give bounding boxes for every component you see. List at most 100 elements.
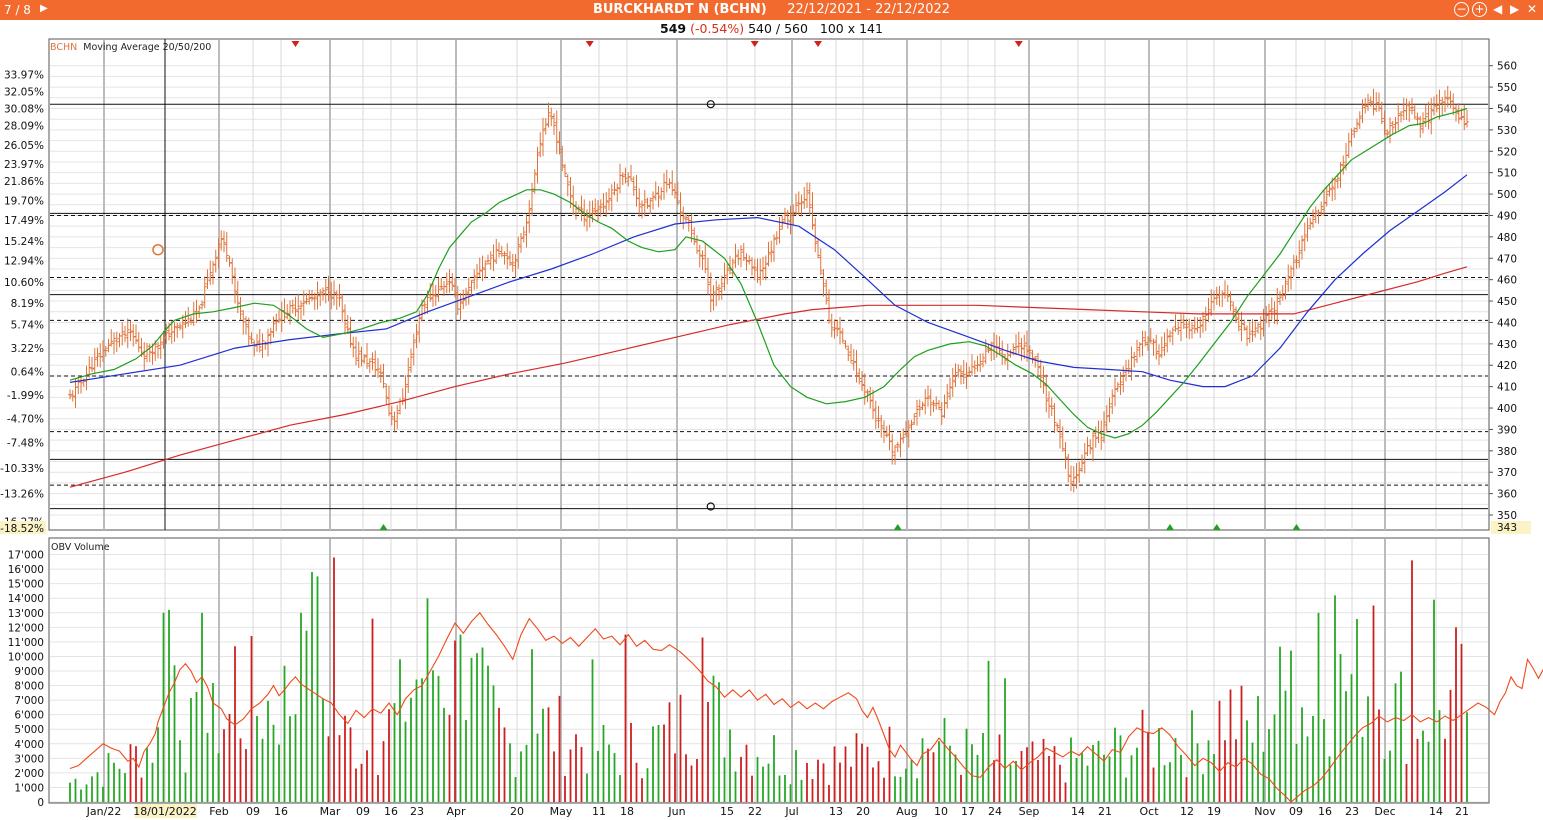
price-bar xyxy=(931,400,936,413)
volume-bar xyxy=(492,685,495,802)
price-bar xyxy=(1129,346,1134,381)
volume-bar xyxy=(756,757,759,802)
price-bar xyxy=(1159,336,1164,359)
price-bar xyxy=(846,345,851,362)
date-tick-label: 14 xyxy=(1429,805,1443,818)
zoom-in-icon[interactable]: + xyxy=(1472,2,1487,17)
price-bar xyxy=(510,253,515,272)
volume-bar xyxy=(1114,727,1116,802)
price-bar xyxy=(1379,101,1384,125)
price-bar xyxy=(1421,112,1425,134)
previous-arrow-icon[interactable]: ◀ xyxy=(1493,2,1503,16)
volume-bar xyxy=(1042,738,1045,802)
price-bar xyxy=(150,343,155,365)
anchor-circle[interactable] xyxy=(706,100,715,109)
volume-bar xyxy=(393,703,396,802)
anchor-circle[interactable] xyxy=(706,502,715,511)
price-bar xyxy=(1201,311,1205,333)
price-bar xyxy=(516,236,521,269)
price-bar xyxy=(1162,332,1167,356)
price-bar xyxy=(733,243,738,268)
price-bar xyxy=(1316,209,1321,224)
buy-signal-marker[interactable] xyxy=(1166,524,1174,530)
price-bar xyxy=(271,316,276,338)
close-icon[interactable]: ✕ xyxy=(1527,2,1538,16)
current-low-label: 343 xyxy=(1497,522,1517,534)
price-bar xyxy=(1443,90,1447,113)
price-bar xyxy=(106,338,111,353)
ma200-line xyxy=(69,266,1468,488)
price-bar xyxy=(893,444,897,465)
volume-bar xyxy=(256,715,258,802)
price-bar xyxy=(1275,287,1280,325)
buy-signal-marker[interactable] xyxy=(1292,524,1301,530)
sell-signal-marker[interactable] xyxy=(585,41,594,47)
price-bar xyxy=(373,350,378,376)
price-bar xyxy=(1286,264,1291,292)
zoom-out-icon[interactable]: − xyxy=(1454,2,1469,17)
price-bar xyxy=(1025,330,1029,362)
price-bar xyxy=(684,214,688,223)
buy-signal-marker[interactable] xyxy=(1212,524,1221,530)
percent-tick-label: 30.08% xyxy=(4,103,44,115)
volume-bar xyxy=(1284,690,1287,802)
sell-signal-marker[interactable] xyxy=(750,41,759,47)
price-bar xyxy=(1388,117,1392,144)
volume-bar xyxy=(745,744,748,802)
price-bar xyxy=(615,183,620,202)
next-arrow-icon[interactable]: ▶ xyxy=(1510,2,1520,16)
volume-bar xyxy=(421,678,423,802)
volume-bar xyxy=(1125,777,1127,802)
volume-bar xyxy=(993,760,995,802)
price-bar xyxy=(521,226,526,243)
date-tick-label: Aug xyxy=(896,805,917,818)
price-bar xyxy=(917,399,922,417)
price-bar xyxy=(1399,111,1403,123)
price-bar xyxy=(384,383,389,405)
volume-bar xyxy=(338,735,341,802)
price-bar xyxy=(142,342,147,371)
price-bar xyxy=(466,277,471,305)
price-bar xyxy=(538,132,543,158)
volume-bar xyxy=(437,675,440,802)
volume-bar xyxy=(113,762,115,802)
price-bar xyxy=(1239,311,1244,342)
volume-bar xyxy=(239,738,242,802)
next-chart-arrow-icon[interactable]: ▶ xyxy=(40,3,48,14)
buy-signal-marker[interactable] xyxy=(893,524,902,530)
sell-signal-marker[interactable] xyxy=(1014,41,1023,47)
price-bar xyxy=(711,285,716,311)
buy-signal-marker[interactable] xyxy=(379,524,388,530)
volume-bar xyxy=(1015,760,1017,802)
price-bar xyxy=(1269,297,1274,320)
price-bar xyxy=(920,401,925,411)
sell-signal-marker[interactable] xyxy=(814,41,822,47)
volume-bar xyxy=(124,773,126,802)
volume-tick-label: 5'000 xyxy=(14,724,44,736)
price-bar xyxy=(1404,98,1409,121)
price-bar xyxy=(409,348,413,373)
price-bar xyxy=(1324,187,1329,207)
price-bar xyxy=(299,300,303,321)
price-bar xyxy=(241,309,246,335)
price-tick-label: 360 xyxy=(1497,489,1517,501)
volume-bar xyxy=(976,754,979,802)
price-bar xyxy=(1000,340,1005,365)
price-panel[interactable]: 33.97% 32.05% 30.08% 28.09% 26.05% 23.97% 21.8… xyxy=(0,38,1531,535)
price-bar xyxy=(1110,389,1115,415)
price-bar xyxy=(1338,162,1343,188)
volume-panel[interactable]: 17'000 16'000 15'000 14'000 13'000 12'000 11'0… xyxy=(8,537,1543,809)
chart-area[interactable]: 33.97% 32.05% 30.08% 28.09% 26.05% 23.97% 21.8… xyxy=(0,38,1543,818)
volume-bar xyxy=(1108,756,1111,802)
percent-tick-label: 26.05% xyxy=(4,140,44,152)
price-bar xyxy=(136,332,141,353)
date-tick-label: 17 xyxy=(961,805,975,818)
percent-tick-label: 10.60% xyxy=(4,277,44,289)
cursor-circle[interactable] xyxy=(152,243,164,256)
price-bar xyxy=(1357,111,1362,130)
sell-signal-marker[interactable] xyxy=(291,41,300,47)
price-bar xyxy=(1382,110,1387,135)
price-bar xyxy=(1311,209,1315,228)
volume-bar xyxy=(883,777,885,802)
price-bar xyxy=(1044,374,1049,413)
